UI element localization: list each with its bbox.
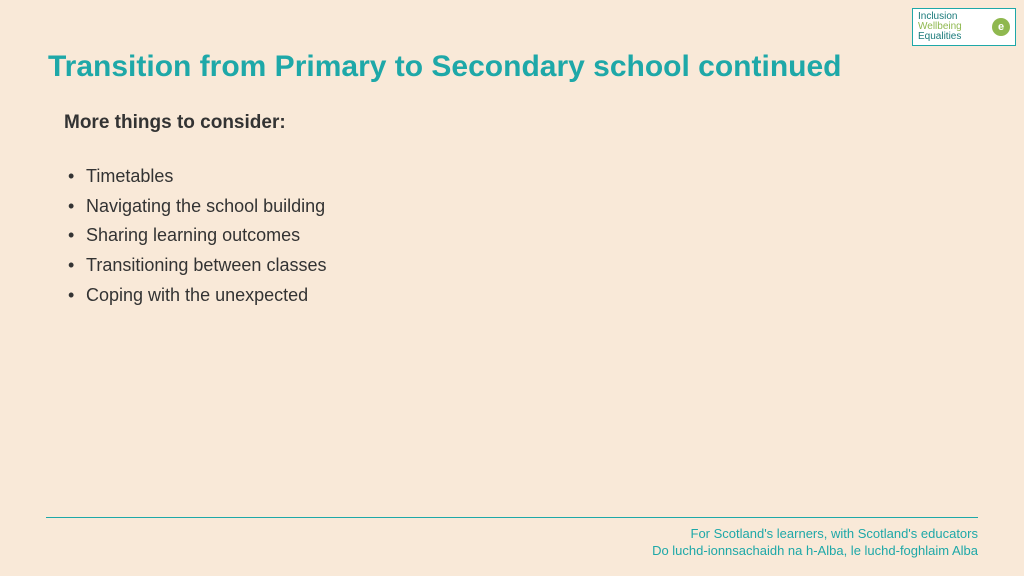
footer-line-english: For Scotland's learners, with Scotland's… [652, 525, 978, 543]
slide-title: Transition from Primary to Secondary sch… [48, 50, 841, 84]
list-item: Coping with the unexpected [64, 281, 326, 311]
bullet-list: Timetables Navigating the school buildin… [64, 162, 326, 310]
subheading: More things to consider: [64, 112, 326, 134]
logo-box: Inclusion Wellbeing Equalities e [912, 8, 1016, 46]
logo-icon-letter: e [998, 21, 1004, 33]
list-item: Timetables [64, 162, 326, 192]
logo-icon: e [992, 18, 1010, 36]
logo-line-equalities: Equalities [918, 32, 962, 42]
footer-text: For Scotland's learners, with Scotland's… [652, 525, 978, 560]
list-item: Navigating the school building [64, 192, 326, 222]
footer-divider [46, 517, 978, 518]
list-item: Transitioning between classes [64, 251, 326, 281]
footer-line-gaelic: Do luchd-ionnsachaidh na h-Alba, le luch… [652, 542, 978, 560]
list-item: Sharing learning outcomes [64, 221, 326, 251]
logo-text: Inclusion Wellbeing Equalities [918, 12, 962, 42]
content-area: More things to consider: Timetables Navi… [64, 112, 326, 310]
